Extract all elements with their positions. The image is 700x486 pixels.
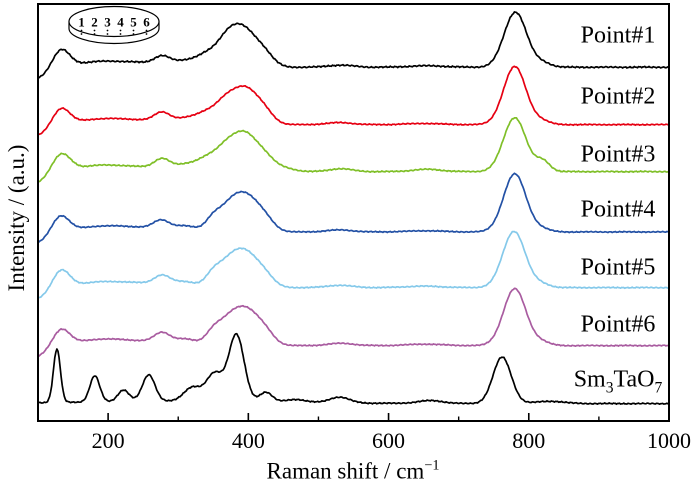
spectrum-point2 xyxy=(39,65,668,136)
disk-point-dot xyxy=(80,33,83,35)
disk-point-dot xyxy=(145,33,148,35)
spectrum-point3 xyxy=(39,116,668,183)
spectrum-point1 xyxy=(39,11,668,79)
series-label-point6: Point#6 xyxy=(580,311,656,338)
disk-point-dot xyxy=(106,29,109,32)
y-axis-title: Intensity / (a.u.) xyxy=(4,144,29,292)
disk-point-dot xyxy=(132,29,135,32)
disk-point-number-5: 5 xyxy=(130,15,137,30)
x-axis-title: Raman shift / cm−1 xyxy=(266,457,440,484)
spectrum-point6 xyxy=(39,287,668,357)
disk-point-dot xyxy=(80,29,83,32)
disk-point-number-2: 2 xyxy=(91,15,98,30)
spectrum-sm3tao7 xyxy=(39,332,668,406)
series-label-point1: Point#1 xyxy=(580,22,656,49)
disk-point-number-1: 1 xyxy=(78,15,85,30)
disk-point-number-3: 3 xyxy=(104,15,111,30)
disk-point-dot xyxy=(93,29,96,32)
disk-point-dot xyxy=(93,33,96,35)
disk-point-number-6: 6 xyxy=(143,15,150,30)
x-tick-label-1000: 1000 xyxy=(647,428,691,453)
series-label-point3: Point#3 xyxy=(580,141,656,168)
series-label-sm3tao7: Sm3TaO7 xyxy=(573,366,663,397)
series-label-point4: Point#4 xyxy=(580,196,656,223)
disk-point-number-4: 4 xyxy=(117,15,124,30)
spectrum-point5 xyxy=(39,230,668,299)
series-label-point5: Point#5 xyxy=(580,254,656,281)
x-tick-label-200: 200 xyxy=(92,428,125,453)
disk-point-dot xyxy=(132,33,135,35)
series-label-point2: Point#2 xyxy=(580,83,656,110)
plot-border xyxy=(37,3,670,422)
x-tick-label-400: 400 xyxy=(232,428,265,453)
disk-point-dot xyxy=(145,29,148,32)
x-tick-label-800: 800 xyxy=(512,428,545,453)
x-tick-label-600: 600 xyxy=(372,428,405,453)
disk-point-dot xyxy=(119,33,122,35)
disk-point-dot xyxy=(106,33,109,35)
disk-top xyxy=(68,5,160,38)
spectrum-point4 xyxy=(39,172,668,243)
disk-point-dot xyxy=(119,29,122,32)
